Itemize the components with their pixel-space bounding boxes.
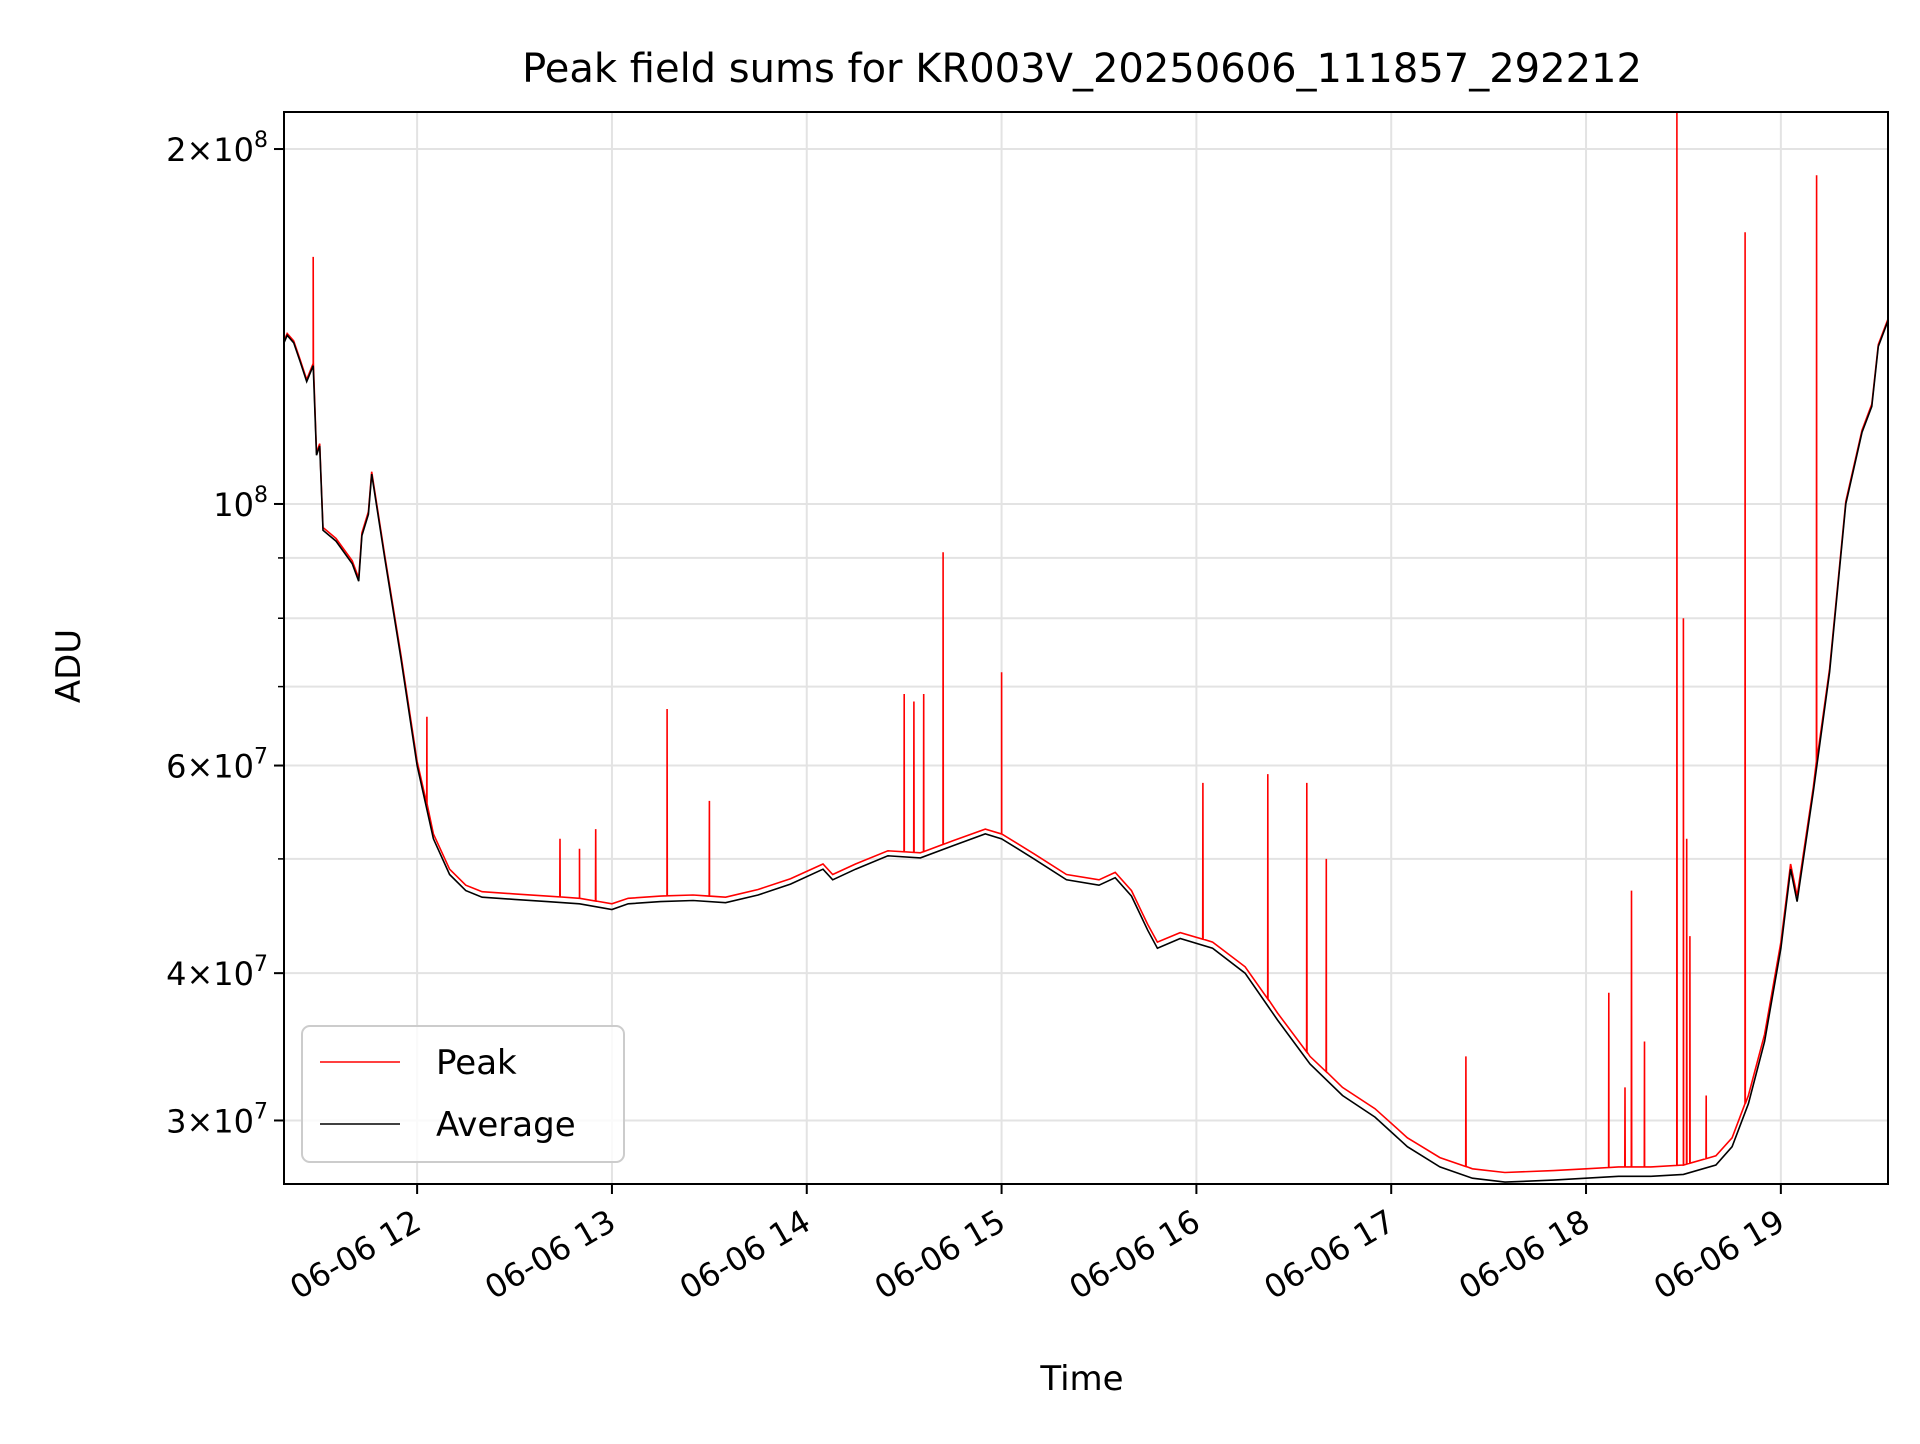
series-line-average [284,320,1888,1183]
y-tick-label: 108 [213,483,268,524]
chart-title: Peak field sums for KR003V_20250606_1118… [522,46,1642,92]
legend-box [301,1025,625,1163]
y-tick-label: 6×107 [166,745,268,786]
x-axis-label: Time [1039,1359,1123,1399]
grid-layer [284,112,1888,1184]
y-axis: 3×107 4×107 6×107 108 2×108 [166,128,284,1140]
series-line-peak [284,112,1888,1174]
y-axis-label: ADU [49,629,89,703]
legend-label-average: Average [436,1105,576,1145]
y-tick-label: 4×107 [166,952,268,993]
y-tick-label: 2×108 [166,128,268,169]
legend: Peak Average [301,1025,625,1163]
legend-label-peak: Peak [436,1043,517,1083]
plot-frame [283,111,1889,1185]
y-tick-label: 3×107 [166,1099,268,1140]
series-layer [284,112,1888,1183]
